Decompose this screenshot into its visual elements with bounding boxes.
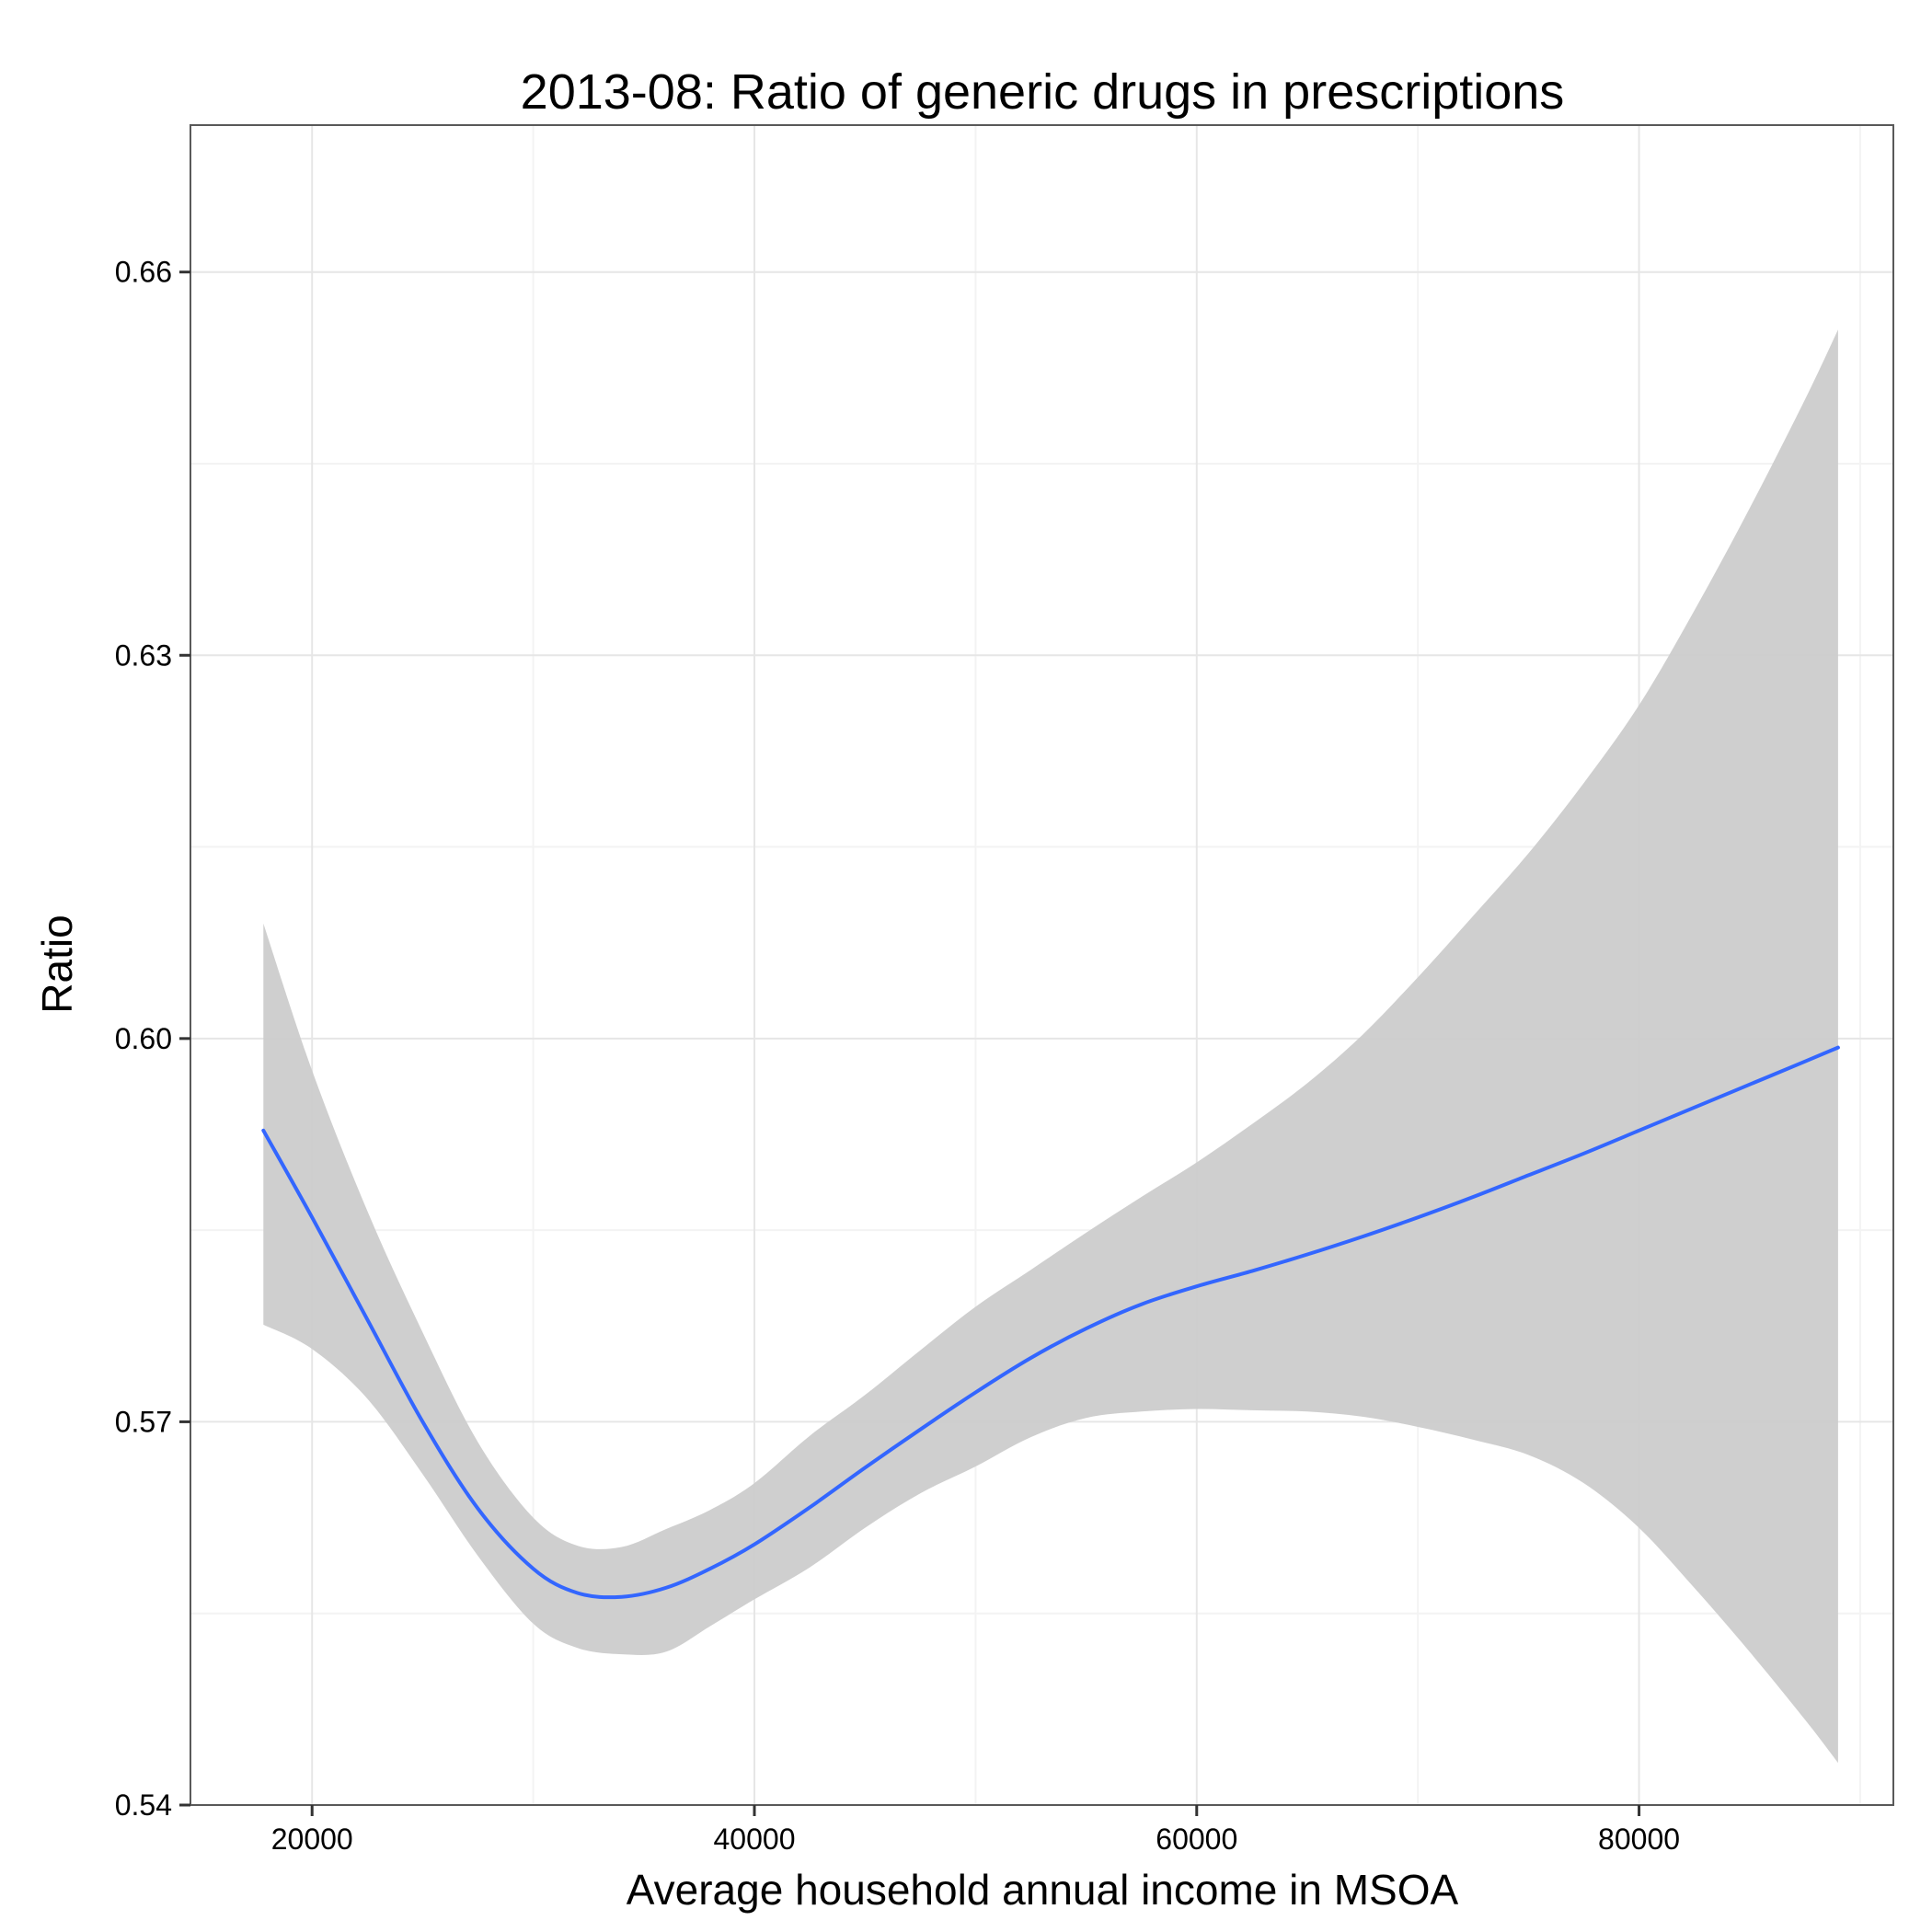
x-tick-label: 40000 [714,1823,796,1856]
y-axis-title: Ratio [33,914,81,1013]
x-tick-label: 80000 [1598,1823,1680,1856]
panel-border [190,124,1894,1806]
y-axis: 0.54 0.57 0.60 0.63 0.66 [115,256,190,1822]
y-tick-label: 0.57 [115,1405,172,1438]
chart-title: 2013-08: Ratio of generic drugs in presc… [521,64,1565,120]
x-axis-title: Average household annual income in MSOA [627,1866,1459,1914]
confidence-band [263,329,1838,1764]
smoothed-fit-line [261,1045,1840,1600]
minor-gridlines [190,125,1893,1805]
y-tick-label: 0.63 [115,638,172,672]
x-tick-label: 20000 [271,1823,353,1856]
y-tick-label: 0.66 [115,256,172,289]
plot-layer [261,329,1840,1764]
x-tick-label: 60000 [1156,1823,1237,1856]
y-tick-label: 0.54 [115,1788,172,1822]
y-tick-label: 0.60 [115,1022,172,1055]
x-axis: 20000 40000 60000 80000 [271,1805,1680,1856]
